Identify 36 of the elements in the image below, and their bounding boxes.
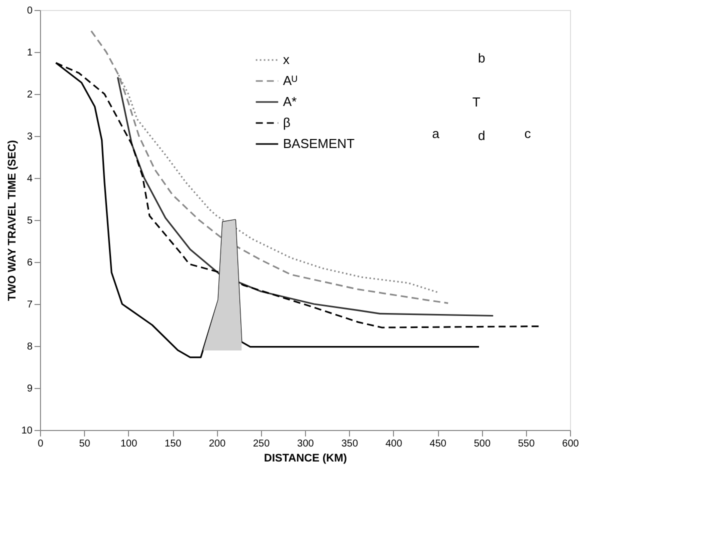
x-tick-label: 0 xyxy=(38,438,44,450)
x-tick-label: 350 xyxy=(341,438,358,450)
annotation: d xyxy=(478,128,486,143)
legend-label: β xyxy=(283,115,290,130)
legend-label: BASEMENT xyxy=(283,136,355,151)
y-tick-label: 1 xyxy=(26,48,33,58)
x-tick-label: 550 xyxy=(518,438,536,450)
y-tick-label: 10 xyxy=(21,426,33,436)
legend-label: A* xyxy=(283,94,297,109)
x-tick-label: 500 xyxy=(474,438,491,450)
y-tick-label: 5 xyxy=(26,216,33,226)
annotation: c xyxy=(524,126,532,141)
y-tick-label: 4 xyxy=(26,174,33,184)
x-tick-label: 250 xyxy=(252,438,270,450)
x-axis-title: DISTANCE (KM) xyxy=(264,452,348,464)
annotation: a xyxy=(432,126,440,141)
x-tick-label: 450 xyxy=(430,438,447,450)
y-tick-label: 2 xyxy=(26,90,33,100)
x-tick-label: 50 xyxy=(79,438,91,450)
y-tick-label: 8 xyxy=(26,342,33,352)
legend-label: x xyxy=(283,52,290,67)
y-axis-title: TWO WAY TRAVEL TIME (SEC) xyxy=(6,140,18,301)
x-tick-label: 100 xyxy=(120,438,138,450)
x-tick-label: 300 xyxy=(297,438,314,450)
y-tick-label: 3 xyxy=(26,132,33,142)
x-tick-label: 200 xyxy=(208,438,226,450)
x-tick-label: 600 xyxy=(562,438,580,450)
y-tick-label: 9 xyxy=(26,384,33,394)
legend-label: Aᵁ xyxy=(283,73,298,88)
x-tick-label: 400 xyxy=(385,438,403,450)
annotation: b xyxy=(478,50,486,66)
annotation: T xyxy=(472,94,480,110)
y-tick-label: 0 xyxy=(26,6,33,16)
y-tick-label: 6 xyxy=(26,258,33,268)
x-tick-label: 150 xyxy=(164,438,182,450)
y-tick-label: 7 xyxy=(26,300,33,310)
